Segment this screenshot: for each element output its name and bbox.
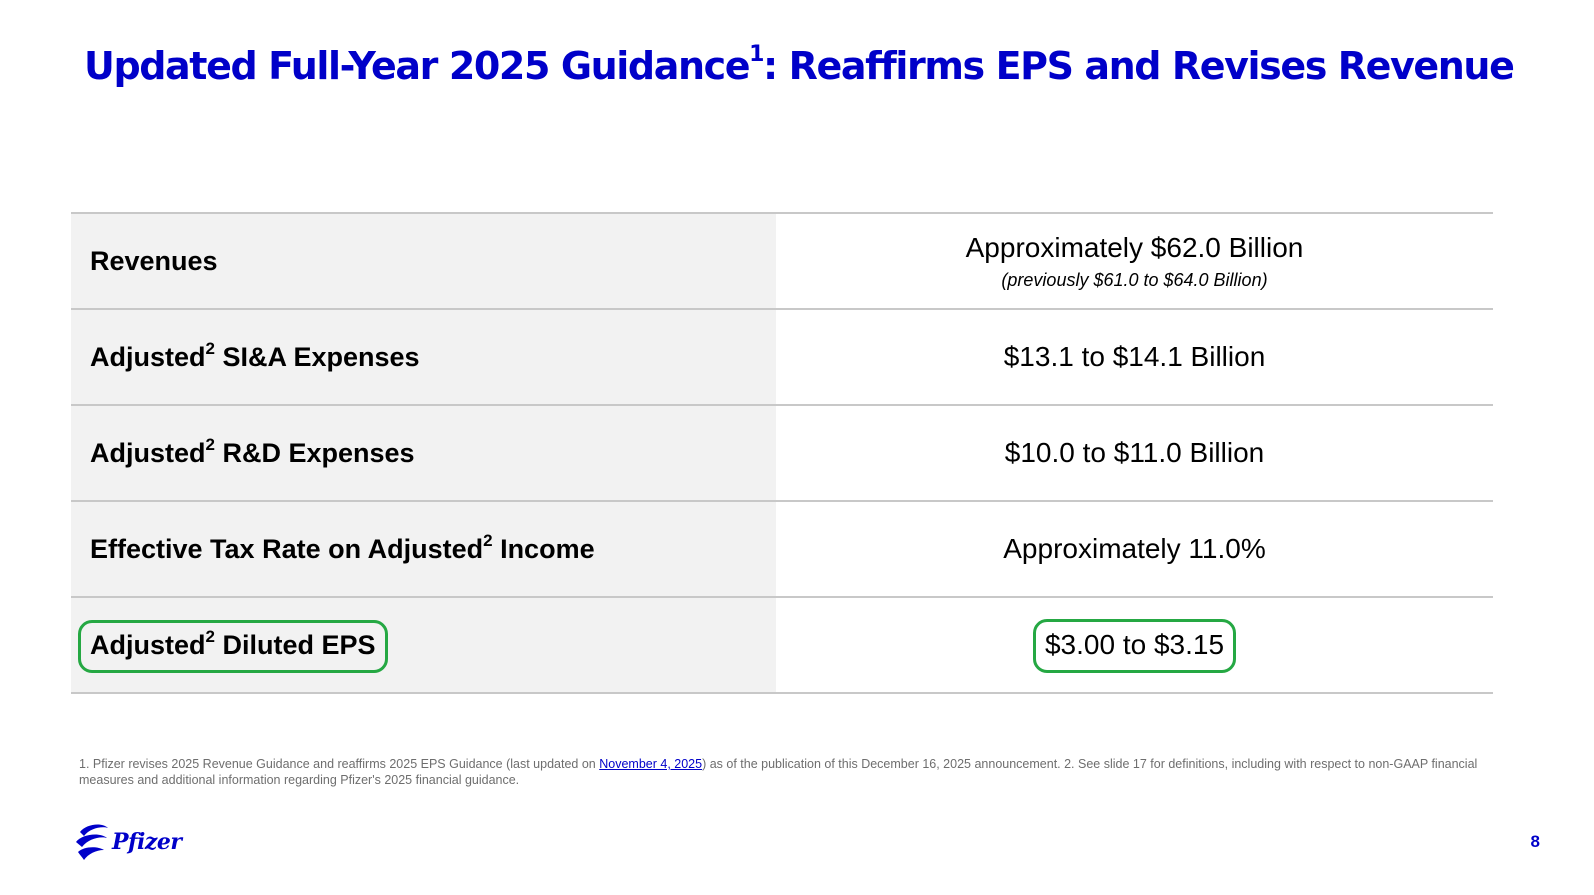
row-value: $10.0 to $11.0 Billion [1004,437,1265,468]
row-label: Adjusted2 R&D Expenses [90,434,415,468]
page-number: 8 [1530,832,1540,851]
row-label: Revenues [90,245,218,276]
title-footnote-marker: 1 [749,42,764,68]
page-title: Updated Full-Year 2025 Guidance1: Reaffi… [84,42,1515,88]
table-row-sia-expenses: Adjusted2 SI&A Expenses $13.1 to $14.1 B… [71,310,1493,406]
title-main: Updated Full-Year 2025 Guidance [84,44,750,88]
footnote-date-link[interactable]: November 4, 2025 [599,757,703,771]
row-label-cell: Revenues [71,214,776,308]
row-label-cell: Effective Tax Rate on Adjusted2 Income [71,502,776,596]
row-label: Effective Tax Rate on Adjusted2 Income [90,530,595,564]
row-value: Approximately $62.0 Billion [965,231,1304,263]
row-value: $13.1 to $14.1 Billion [1003,341,1266,372]
pfizer-logo-icon [76,824,108,860]
row-label: Adjusted2 SI&A Expenses [90,338,420,372]
row-value-cell: $10.0 to $11.0 Billion [776,406,1493,500]
table-row-rd-expenses: Adjusted2 R&D Expenses $10.0 to $11.0 Bi… [71,406,1493,502]
row-value-cell: $3.00 to $3.15 [776,598,1493,692]
pfizer-logo-text: Pfizer [112,829,182,855]
row-subvalue: (previously $61.0 to $64.0 Billion) [1001,269,1268,290]
row-value: Approximately 11.0% [1003,533,1266,564]
row-value-cell: $13.1 to $14.1 Billion [776,310,1493,404]
row-value-cell: Approximately 11.0% [776,502,1493,596]
table-row-tax-rate: Effective Tax Rate on Adjusted2 Income A… [71,502,1493,598]
row-label-cell: Adjusted2 SI&A Expenses [71,310,776,404]
table-row-diluted-eps: Adjusted2 Diluted EPS $3.00 to $3.15 [71,598,1493,694]
title-rest: : Reaffirms EPS and Revises Revenue [763,44,1515,88]
row-label-cell: Adjusted2 Diluted EPS [71,598,776,692]
guidance-table: Revenues Approximately $62.0 Billion (pr… [71,212,1493,694]
table-row-revenues: Revenues Approximately $62.0 Billion (pr… [71,214,1493,310]
pfizer-logo: Pfizer [74,822,182,862]
row-label-cell: Adjusted2 R&D Expenses [71,406,776,500]
row-label-highlighted: Adjusted2 Diluted EPS [78,619,388,673]
footnote: 1. Pfizer revises 2025 Revenue Guidance … [79,757,1478,787]
row-value-cell: Approximately $62.0 Billion (previously … [776,214,1493,308]
row-value-highlighted: $3.00 to $3.15 [1032,619,1237,673]
